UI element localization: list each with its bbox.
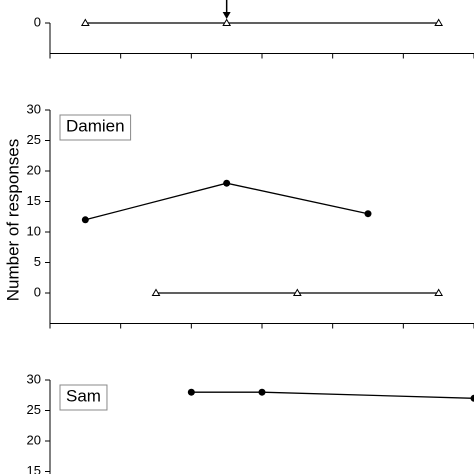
y-tick-label: 0 (34, 284, 41, 299)
point (223, 179, 231, 187)
y-tick-label: 15 (27, 193, 41, 208)
point (470, 394, 474, 402)
panel-label-box (59, 384, 108, 411)
y-tick-label: 20 (27, 162, 41, 177)
point (434, 288, 444, 296)
point (222, 18, 232, 26)
panel-label: Sam (66, 386, 101, 405)
y-tick-label: 10 (27, 223, 41, 238)
y-tick-label: 30 (27, 371, 41, 386)
series-line (85, 182, 369, 221)
y-tick-label: 0 (34, 14, 41, 29)
point (81, 216, 89, 224)
panel-label: Damien (66, 116, 125, 135)
series-line (191, 391, 474, 399)
y-tick-label: 25 (27, 402, 41, 417)
point (187, 388, 195, 396)
point (434, 18, 444, 26)
y-tick-label: 30 (27, 101, 41, 116)
y-tick-label: 25 (27, 132, 41, 147)
point (364, 210, 372, 218)
y-axis-label: Number of responses (3, 139, 22, 302)
y-tick-label: 20 (27, 432, 41, 447)
point (80, 18, 90, 26)
point (151, 288, 161, 296)
y-tick-label: 5 (34, 254, 41, 269)
point (258, 388, 266, 396)
point (292, 288, 302, 296)
arrow-head (222, 12, 231, 19)
y-tick-label: 15 (27, 463, 41, 474)
panel-label-box (59, 114, 132, 141)
